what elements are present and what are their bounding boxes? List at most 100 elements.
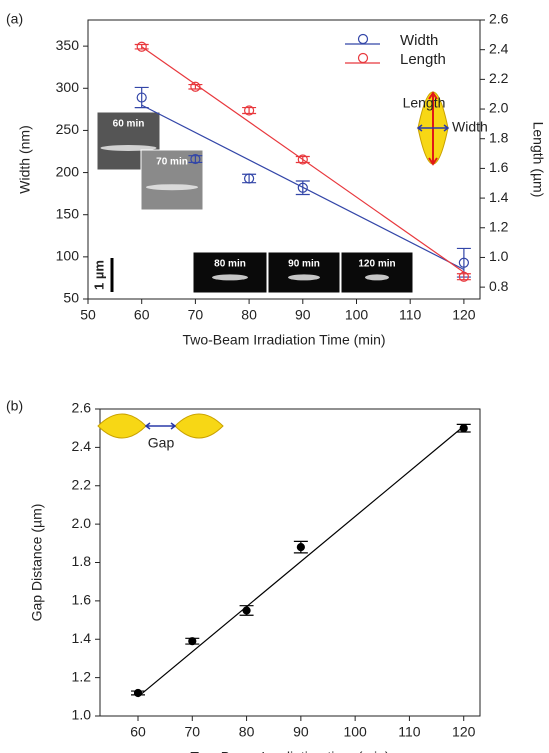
x-tick-label: 110: [399, 307, 422, 323]
error-bar: [134, 86, 149, 109]
error-bar: [242, 106, 257, 115]
gap-arrow: [144, 422, 177, 430]
plot-frame: [87, 19, 481, 300]
y2-tick-label: 2.4: [489, 40, 509, 56]
y-tick-label: 50: [63, 290, 79, 306]
y2-tick-label: 1.6: [489, 159, 509, 175]
fit-line: [137, 425, 465, 698]
y2-tick-label: 2.6: [489, 11, 509, 27]
inset-label: 60 min: [113, 119, 145, 130]
y2-tick-label: 2.2: [489, 70, 509, 86]
x-tick-label: 120: [452, 724, 476, 740]
x-tick-label: 100: [343, 724, 367, 740]
inset-particle: [100, 144, 157, 151]
x-tick-label: 110: [398, 724, 421, 740]
x-axis-title: Two-Beam Irradiation time (min): [190, 749, 389, 753]
inset-particle: [365, 274, 389, 281]
y-tick-label: 100: [56, 248, 80, 264]
data-point: [136, 41, 147, 52]
y-tick-label: 200: [56, 163, 80, 179]
y-tick-label: 1.4: [72, 630, 92, 646]
x-tick-label: 70: [188, 307, 204, 323]
data-point: [458, 257, 469, 268]
error-bar: [188, 155, 203, 164]
x-tick-label: 70: [184, 724, 200, 740]
width-arrow: [416, 124, 450, 132]
data-point: [136, 92, 147, 103]
x-tick-label: 60: [134, 307, 150, 323]
y-tick-label: 250: [56, 121, 80, 137]
y-tick-label: 350: [56, 37, 80, 53]
x-tick-label: 80: [241, 307, 257, 323]
error-bar: [134, 43, 149, 50]
y-tick-label: 2.4: [72, 438, 92, 454]
x-tick-label: 90: [293, 724, 309, 740]
panel-label: (a): [6, 11, 23, 27]
data-point: [133, 688, 143, 698]
y-axis-title: Gap Distance (µm): [29, 504, 45, 622]
data-point: [243, 173, 255, 184]
y-tick-label: 2.0: [72, 515, 92, 531]
inset-image: [267, 251, 341, 294]
data-point: [296, 543, 305, 552]
x-tick-label: 50: [80, 307, 96, 323]
diagram-label: Width: [452, 119, 488, 135]
inset-particle: [146, 184, 198, 191]
x-tick-label: 80: [239, 724, 255, 740]
legend-label: Width: [400, 32, 438, 49]
inset-image: [192, 251, 268, 294]
diagram-label: Gap: [148, 435, 175, 451]
inset-label: 120 min: [358, 259, 395, 270]
error-bar: [295, 155, 310, 164]
inset-label: 90 min: [288, 259, 320, 270]
y2-axis-title: Length (µm): [530, 122, 546, 198]
inset-particle: [288, 274, 320, 281]
legend-label: Length: [400, 51, 446, 68]
legend-marker: [357, 52, 369, 64]
data-point: [242, 606, 251, 615]
plot-frame: [99, 408, 481, 717]
data-point: [459, 424, 468, 433]
data-point: [297, 182, 308, 193]
data-point: [190, 153, 201, 165]
y-tick-label: 300: [56, 79, 80, 95]
error-bar: [456, 273, 471, 281]
y2-tick-label: 2.0: [489, 100, 509, 116]
y-tick-label: 2.2: [72, 476, 92, 492]
y-tick-label: 1.0: [72, 707, 92, 723]
y-axis-title: Width (nm): [17, 125, 33, 193]
y-tick-label: 1.6: [72, 592, 92, 608]
x-tick-label: 120: [452, 307, 476, 323]
y2-tick-label: 1.4: [489, 189, 509, 205]
inset-particle: [212, 274, 248, 281]
x-tick-label: 100: [345, 307, 369, 323]
y-tick-label: 1.8: [72, 553, 92, 569]
y-tick-label: 2.6: [72, 400, 92, 416]
particle-diagram: [174, 413, 224, 439]
data-point: [190, 81, 201, 92]
x-tick-label: 60: [130, 724, 146, 740]
diagram-label: Length: [403, 95, 446, 111]
panel-label: (b): [6, 398, 23, 414]
x-axis-title: Two-Beam Irradiation Time (min): [182, 332, 385, 348]
inset-image: [340, 251, 414, 294]
data-point: [458, 271, 469, 282]
data-point: [188, 637, 197, 646]
data-point: [297, 154, 308, 165]
y2-tick-label: 0.8: [489, 278, 509, 294]
x-tick-label: 90: [295, 307, 311, 323]
particle-diagram: [97, 413, 147, 439]
inset-image: [140, 149, 204, 211]
error-bar: [188, 83, 203, 90]
data-point: [243, 105, 255, 116]
inset-label: 70 min: [156, 157, 188, 168]
y-tick-label: 150: [56, 205, 80, 221]
scale-bar-label: 1 µm: [91, 260, 106, 290]
y2-tick-label: 1.2: [489, 218, 509, 234]
y2-tick-label: 1.0: [489, 248, 509, 264]
inset-label: 80 min: [214, 259, 246, 270]
y2-tick-label: 1.8: [489, 129, 509, 145]
legend-marker: [357, 33, 369, 45]
